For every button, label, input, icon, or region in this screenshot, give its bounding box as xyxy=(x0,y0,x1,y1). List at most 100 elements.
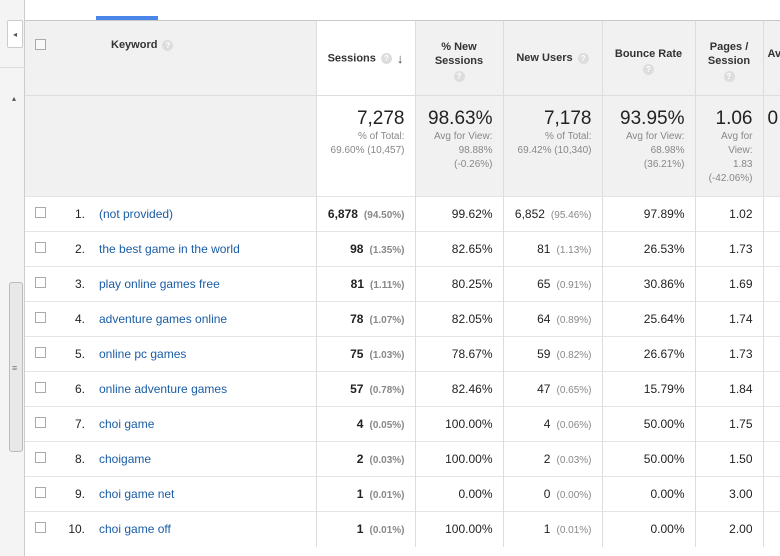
pages-session-value: 1.02 xyxy=(729,207,753,221)
row-checkbox-cell xyxy=(25,406,55,442)
totals-row: 7,278 % of Total: 69.60% (10,457) 98.63% Av… xyxy=(25,95,780,197)
bounce-rate-cell: 97.89% xyxy=(601,196,695,232)
table-row: 2. the best game in the world 98 (1.35%) 8… xyxy=(25,231,780,267)
new-users-cell: 65 (0.91%) xyxy=(502,266,602,302)
new-users-cell: 1 (0.01%) xyxy=(502,511,602,547)
new-sessions-cell: 100.00% xyxy=(414,441,503,477)
total-caption: % of Total: xyxy=(357,131,405,142)
total-caption: 69.60% (10,457) xyxy=(330,145,405,156)
total-caption: (-42.06%) xyxy=(708,173,753,184)
keyword-cell: 3. play online games free xyxy=(55,266,316,302)
help-icon[interactable]: ? xyxy=(380,52,392,64)
help-icon[interactable]: ? xyxy=(643,64,654,75)
total-caption: 68.98% xyxy=(650,145,685,156)
total-caption: Avg for View: xyxy=(625,131,685,142)
avg-duration-cell xyxy=(762,196,780,232)
bounce-rate-value: 25.64% xyxy=(643,312,685,326)
keyword-link[interactable]: the best game in the world xyxy=(99,242,240,256)
scrollbar-thumb[interactable]: ≡ xyxy=(9,282,23,452)
row-rank: 7. xyxy=(74,417,85,431)
sessions-value: 98 xyxy=(350,242,364,256)
totals-empty-cell xyxy=(25,95,55,197)
new-sessions-cell: 82.46% xyxy=(414,371,503,407)
keyword-cell: 9. choi game net xyxy=(55,476,316,512)
row-checkbox[interactable] xyxy=(34,382,46,393)
keyword-link[interactable]: choi game net xyxy=(99,487,175,501)
row-rank: 2. xyxy=(74,242,85,256)
row-checkbox[interactable] xyxy=(34,312,46,323)
table-row: 9. choi game net 1 (0.01%) 0.00% 0 (0.00%) … xyxy=(25,476,780,512)
keyword-link[interactable]: adventure games online xyxy=(99,312,228,326)
sessions-percent: (1.11%) xyxy=(370,280,405,291)
total-caption: 1.83 xyxy=(733,159,753,170)
keyword-header-label: Keyword xyxy=(111,39,158,51)
row-checkbox[interactable] xyxy=(34,487,46,498)
bounce-rate-cell: 26.53% xyxy=(601,231,695,267)
bounce-rate-value: 15.79% xyxy=(643,382,685,396)
help-icon[interactable]: ? xyxy=(162,39,174,51)
sessions-value: 75 xyxy=(350,347,364,361)
keyword-cell: 8. choigame xyxy=(55,441,316,477)
row-checkbox[interactable] xyxy=(34,277,46,288)
sessions-percent: (0.01%) xyxy=(369,490,405,501)
total-caption: 69.42% (10,340) xyxy=(517,145,592,156)
row-rank: 6. xyxy=(74,382,85,396)
new-sessions-value: 100.00% xyxy=(445,452,493,466)
row-checkbox-cell xyxy=(25,371,55,407)
sessions-cell: 4 (0.05%) xyxy=(315,406,415,442)
new-users-header-label: New Users xyxy=(516,52,573,64)
row-checkbox[interactable] xyxy=(34,522,46,534)
keyword-link[interactable]: choi game off xyxy=(99,522,171,537)
sessions-header[interactable]: Sessions? ↓ xyxy=(315,20,415,96)
bounce-rate-header[interactable]: Bounce Rate? xyxy=(601,20,695,96)
keyword-link[interactable]: (not provided) xyxy=(99,207,174,221)
keyword-cell: 7. choi game xyxy=(55,406,316,442)
new-users-value: 2 xyxy=(543,452,551,466)
new-users-value: 81 xyxy=(537,242,551,256)
scroll-up-icon[interactable]: ▴ xyxy=(12,94,17,103)
avg-duration-header[interactable]: Avg. Session Duration xyxy=(762,20,780,96)
row-checkbox[interactable] xyxy=(34,207,46,218)
sessions-cell: 1 (0.01%) xyxy=(315,511,415,547)
bounce-rate-cell: 50.00% xyxy=(601,441,695,477)
keyword-link[interactable]: play online games free xyxy=(99,277,220,291)
select-all-checkbox[interactable] xyxy=(34,39,46,50)
table-row: 1. (not provided) 6,878 (94.50%) 99.62% 6,… xyxy=(25,196,780,232)
sessions-value: 57 xyxy=(350,382,364,396)
row-checkbox[interactable] xyxy=(34,452,46,463)
help-icon[interactable]: ? xyxy=(723,71,735,82)
sessions-percent: (1.07%) xyxy=(369,315,405,326)
bounce-rate-cell: 0.00% xyxy=(601,511,695,547)
keyword-link[interactable]: online pc games xyxy=(99,347,187,361)
new-users-value: 6,852 xyxy=(514,207,545,221)
row-checkbox[interactable] xyxy=(34,242,46,253)
help-icon[interactable]: ? xyxy=(453,71,465,82)
new-users-value: 1 xyxy=(543,522,551,537)
sessions-value: 1 xyxy=(356,487,364,501)
row-rank: 1. xyxy=(74,207,85,221)
sessions-cell: 98 (1.35%) xyxy=(315,231,415,267)
sessions-percent: (94.50%) xyxy=(363,210,405,221)
keyword-cell: 1. (not provided) xyxy=(55,196,316,232)
row-checkbox[interactable] xyxy=(34,417,46,428)
help-icon[interactable]: ? xyxy=(577,52,589,64)
sessions-value: 4 xyxy=(356,417,364,431)
keyword-cell: 4. adventure games online xyxy=(55,301,316,337)
sort-descending-icon[interactable]: ↓ xyxy=(396,50,404,66)
avg-duration-cell xyxy=(762,441,780,477)
row-checkbox[interactable] xyxy=(34,347,46,358)
table-row: 5. online pc games 75 (1.03%) 78.67% 59 (0.… xyxy=(25,336,780,372)
pages-session-header[interactable]: Pages / Session? xyxy=(694,20,763,96)
sessions-cell: 78 (1.07%) xyxy=(315,301,415,337)
collapse-sidebar-button[interactable]: ◂ xyxy=(7,20,23,48)
pages-session-value: 1.74 xyxy=(729,312,753,326)
keyword-header[interactable]: Keyword? xyxy=(55,20,316,96)
new-sessions-header[interactable]: % New Sessions? xyxy=(414,20,503,96)
keyword-link[interactable]: choi game xyxy=(99,417,155,431)
keyword-link[interactable]: choigame xyxy=(99,452,152,466)
sessions-percent: (0.05%) xyxy=(369,420,405,431)
new-users-value: 64 xyxy=(537,312,551,326)
new-users-cell: 59 (0.82%) xyxy=(502,336,602,372)
new-users-header[interactable]: New Users? xyxy=(502,20,602,96)
keyword-link[interactable]: online adventure games xyxy=(99,382,228,396)
